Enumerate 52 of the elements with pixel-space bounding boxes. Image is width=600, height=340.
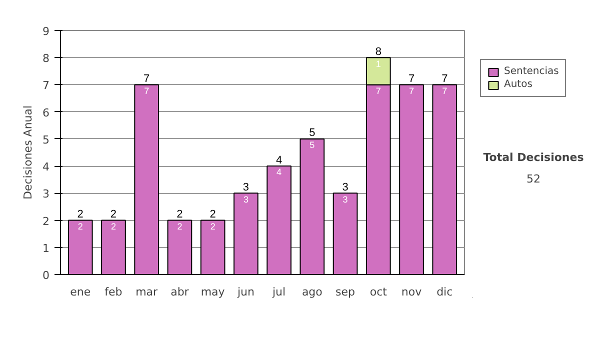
x-tick-label: nov	[401, 286, 422, 298]
text: 52	[526, 172, 540, 186]
legend-label: Sentencias	[504, 66, 559, 77]
data-label: 2	[177, 221, 182, 232]
y-tick-label: 3	[42, 188, 50, 201]
data-label: 3	[342, 194, 348, 204]
data-label: 7	[144, 86, 150, 96]
total-label: 2	[77, 208, 84, 221]
data-label: 7	[442, 86, 448, 96]
y-tick-label: 1	[42, 242, 50, 255]
y-tick-label: 2	[42, 214, 50, 228]
y-tick-label: 5	[42, 133, 50, 146]
data-label: 7	[409, 86, 414, 96]
x-tick-label: mar	[136, 286, 158, 298]
x-tick-label: jun	[236, 286, 254, 298]
y-tick-label: 7	[42, 79, 50, 92]
total-label: 7	[408, 73, 415, 86]
x-tick-label: ene	[70, 286, 91, 298]
y-axis-title: Decisiones Anual	[22, 105, 34, 200]
data-label: 1	[376, 58, 381, 69]
x-tick-label: ago	[302, 286, 323, 298]
y-tick-label: 0	[42, 269, 50, 282]
x-tick-label: abr	[170, 286, 190, 298]
total-label: 4	[276, 154, 282, 166]
y-tick-label: 6	[42, 106, 50, 120]
y-tick-label: 4	[42, 160, 50, 174]
x-tick-label: dic	[436, 286, 453, 298]
text: Total Decisiones	[483, 151, 584, 164]
total-label: 8	[375, 46, 382, 58]
y-tick-label: 8	[42, 52, 50, 66]
data-label: 2	[110, 221, 116, 232]
total-label: 5	[309, 127, 316, 140]
data-label: 7	[376, 86, 381, 96]
x-tick-label: feb	[104, 286, 122, 298]
data-label: 4	[276, 167, 282, 178]
data-label: 5	[310, 140, 315, 150]
y-tick-label: 9	[42, 25, 50, 38]
data-label: 2	[210, 221, 216, 232]
total-label: 7	[144, 73, 150, 86]
data-label: 2	[78, 221, 83, 232]
x-tick-label: jul	[272, 286, 286, 298]
x-tick-label: sep	[336, 286, 356, 298]
data-label: 3	[243, 194, 248, 204]
x-tick-label: may	[200, 286, 226, 298]
x-tick-label: oct	[370, 286, 388, 298]
total-label: 2	[110, 208, 117, 221]
total-label: 7	[442, 73, 448, 86]
total-label: 2	[176, 208, 183, 221]
total-label: 3	[242, 181, 250, 194]
legend-label: Autos	[504, 79, 532, 90]
total-label: 2	[210, 208, 216, 221]
total-label: 3	[342, 181, 348, 194]
